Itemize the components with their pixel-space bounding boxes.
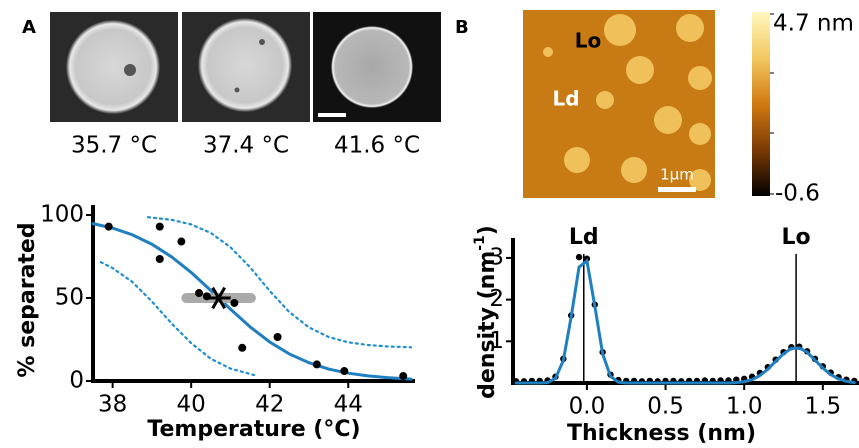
- colorbar: [752, 12, 774, 196]
- y-axis-label-text: density (nm: [475, 251, 500, 399]
- colorbar-label: -0.6: [775, 181, 820, 207]
- scale-bar-label: 1μm: [660, 166, 694, 184]
- data-point: [273, 333, 282, 342]
- annotation-label: Ld: [569, 225, 599, 250]
- caption: 41.6 °C: [334, 133, 420, 159]
- y-tick-label: 2: [489, 286, 504, 312]
- confidence-line: [99, 261, 256, 377]
- data-point: [177, 237, 186, 246]
- data-point: [155, 254, 164, 263]
- image-label: Ld: [552, 87, 579, 111]
- colorbar-label: 4.7 nm: [773, 11, 854, 37]
- fit-line: [91, 222, 413, 381]
- x-axis-label: Thickness (nm): [567, 421, 756, 446]
- fit-line: [514, 258, 856, 385]
- annotation-label: Lo: [782, 225, 811, 250]
- confidence-line: [146, 216, 413, 349]
- micrographs: [50, 12, 441, 122]
- data-point: [312, 360, 321, 369]
- y-tick-label: 3: [489, 244, 504, 270]
- y-tick-label: 50: [55, 285, 84, 311]
- caption: 35.7 °C: [71, 133, 157, 159]
- y-tick-label: 1: [489, 328, 504, 354]
- x-tick-label: 38: [98, 392, 127, 418]
- data-point: [104, 222, 113, 231]
- x-tick-label: 44: [334, 392, 363, 418]
- data-point: [155, 222, 164, 231]
- y-tick-label: 0: [69, 368, 84, 394]
- x-tick-label: 42: [255, 392, 284, 418]
- y-axis-label-sup: -1: [472, 235, 488, 251]
- y-axis-label: % separated: [15, 222, 40, 377]
- data-point: [575, 253, 583, 261]
- panel-label: B: [455, 17, 469, 38]
- data-point: [399, 372, 408, 381]
- data-point: [238, 343, 247, 352]
- y-axis-label-end: ): [475, 225, 500, 235]
- x-axis-label: Temperature (°C): [147, 417, 360, 442]
- y-axis-label-text: % separated: [15, 222, 40, 377]
- x-tick-label: 1.5: [805, 394, 842, 420]
- x-tick-label: 1.0: [726, 394, 763, 420]
- image-label: Lo: [575, 29, 601, 53]
- y-axis-label: density (nm-1): [472, 225, 500, 399]
- x-tick-label: 40: [177, 392, 206, 418]
- star-marker: [206, 286, 231, 310]
- data-point: [230, 298, 239, 307]
- data-point: [340, 367, 349, 376]
- y-tick-label: 100: [40, 202, 84, 228]
- afm-image: [523, 10, 715, 198]
- panel-label: A: [22, 17, 36, 38]
- data-point: [195, 289, 204, 298]
- caption: 37.4 °C: [203, 133, 289, 159]
- data-point: [202, 292, 211, 301]
- x-tick-label: 0.5: [647, 394, 684, 420]
- x-tick-label: 0.0: [569, 394, 606, 420]
